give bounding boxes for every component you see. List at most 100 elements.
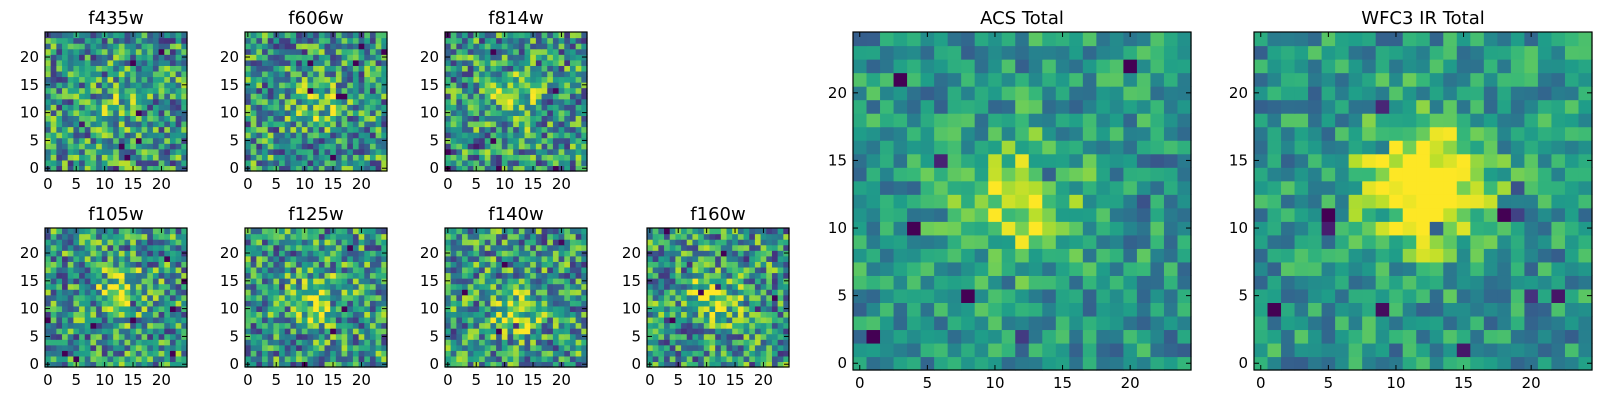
pixel: [335, 311, 343, 318]
pixel: [853, 356, 868, 371]
pixel: [279, 266, 286, 274]
pixel: [79, 148, 86, 155]
pixel: [749, 311, 756, 318]
pixel: [569, 54, 577, 61]
pixel: [62, 37, 69, 44]
pixel: [267, 70, 274, 78]
pixel: [56, 266, 63, 274]
pixel: [124, 350, 131, 357]
pixel: [158, 316, 165, 324]
pixel: [456, 266, 463, 274]
pixel: [754, 316, 762, 324]
pixel: [530, 344, 537, 351]
pixel: [988, 275, 1003, 290]
pixel: [101, 283, 109, 290]
pixel: [569, 32, 577, 39]
pixel: [90, 54, 97, 61]
x-tick-label: 20: [152, 175, 171, 193]
pixel: [118, 48, 126, 55]
pixel: [518, 350, 526, 357]
y-tick-label: 20: [220, 244, 239, 262]
pixel: [569, 272, 577, 279]
pixel: [90, 250, 97, 257]
pixel: [90, 244, 97, 251]
pixel: [1069, 356, 1084, 371]
pixel: [250, 115, 257, 122]
pixel: [726, 361, 733, 368]
pixel: [141, 37, 148, 44]
pixel: [907, 275, 922, 290]
pixel: [530, 339, 537, 346]
pixel: [273, 344, 280, 351]
pixel: [67, 93, 74, 100]
pixel: [766, 283, 773, 290]
pixel: [245, 283, 252, 290]
pixel: [1082, 288, 1097, 303]
y-tick-label: 15: [220, 76, 239, 94]
pixel: [147, 278, 154, 285]
pixel: [313, 328, 320, 335]
pixel: [67, 132, 74, 139]
pixel: [490, 355, 497, 363]
x-tick-label: 5: [271, 371, 281, 389]
pixel: [754, 261, 762, 268]
pixel: [358, 143, 365, 150]
pixel: [245, 328, 252, 335]
pixel: [1082, 248, 1097, 263]
x-tick-label: 0: [443, 371, 453, 389]
pixel: [581, 159, 588, 167]
pixel: [535, 339, 543, 346]
pixel: [245, 294, 252, 301]
pixel: [564, 120, 571, 128]
pixel: [273, 104, 280, 111]
pixel: [45, 120, 52, 128]
pixel: [113, 159, 120, 167]
pixel: [581, 239, 588, 246]
pixel: [175, 137, 182, 144]
pixel: [62, 82, 69, 89]
pixel: [686, 244, 694, 251]
pixel: [347, 132, 354, 139]
pixel: [152, 159, 160, 167]
pixel: [524, 37, 531, 44]
pixel: [273, 328, 280, 335]
pixel: [73, 159, 80, 167]
pixel: [558, 300, 565, 307]
pixel: [164, 59, 171, 66]
pixel: [118, 143, 126, 150]
pixel: [564, 104, 571, 111]
pixel: [84, 48, 92, 55]
pixel: [564, 165, 571, 172]
pixel: [547, 350, 554, 357]
pixel: [686, 283, 694, 290]
pixel: [90, 283, 97, 290]
pixel: [1177, 288, 1192, 303]
pixel: [347, 159, 354, 167]
pixel: [364, 109, 371, 116]
pixel: [296, 37, 303, 44]
pixel: [681, 361, 688, 368]
pixel: [341, 272, 348, 279]
pixel: [669, 305, 676, 312]
pixel: [273, 294, 280, 301]
pixel: [513, 339, 520, 346]
pixel: [245, 115, 252, 122]
pixel: [703, 344, 711, 351]
pixel: [496, 93, 503, 100]
pixel: [158, 339, 165, 346]
pixel: [152, 355, 160, 363]
pixel: [62, 65, 69, 72]
pixel: [290, 148, 297, 155]
pixel: [541, 165, 548, 172]
pixel: [45, 37, 52, 44]
pixel: [484, 311, 492, 318]
pixel: [564, 350, 571, 357]
pixel: [501, 255, 509, 262]
pixel: [67, 54, 74, 61]
pixel: [530, 120, 537, 128]
pixel: [974, 207, 989, 222]
panel-title: f160w: [690, 204, 745, 225]
pixel: [335, 316, 343, 324]
pixel: [893, 356, 908, 371]
pixel: [496, 239, 503, 246]
